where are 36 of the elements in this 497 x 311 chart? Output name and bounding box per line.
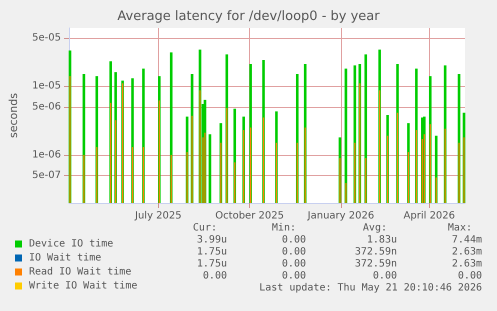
text: 0.00 bbox=[202, 270, 227, 282]
text: 0.00 bbox=[372, 270, 397, 282]
x-tick-label: July 2025 bbox=[134, 210, 182, 222]
y-tick-label: 5e-07 bbox=[32, 170, 61, 182]
y-axis-title: seconds bbox=[7, 92, 20, 138]
text: 372.59n bbox=[354, 258, 397, 270]
text: 0.00 bbox=[282, 234, 306, 246]
text: 2.63m bbox=[452, 258, 482, 270]
y-tick-label: 5e-05 bbox=[32, 32, 61, 44]
x-tick-label: October 2025 bbox=[215, 210, 284, 222]
text: Last update: Thu May 21 20:10:46 2026 bbox=[259, 282, 482, 294]
y-tick-label: 1e-06 bbox=[32, 149, 61, 160]
text: 1.75u bbox=[196, 258, 227, 270]
text: 2.63m bbox=[452, 246, 482, 258]
text: 7.44m bbox=[452, 234, 482, 246]
text: 0.00 bbox=[458, 270, 482, 282]
y-tick-label: 5e-06 bbox=[32, 101, 61, 112]
text: Max: bbox=[448, 222, 472, 234]
x-tick-label: April 2026 bbox=[404, 210, 456, 222]
text: 0.00 bbox=[282, 270, 306, 282]
chart-title: Average latency for /dev/loop0 - by year bbox=[117, 9, 380, 24]
text: Cur: bbox=[192, 222, 217, 234]
text: 0.00 bbox=[282, 258, 306, 270]
legend-label: Device IO time bbox=[29, 238, 114, 250]
text: Min: bbox=[272, 222, 296, 234]
text: Avg: bbox=[362, 222, 387, 234]
x-tick-label: January 2026 bbox=[306, 210, 374, 222]
text: 1.83u bbox=[366, 234, 397, 246]
text: 372.59n bbox=[354, 246, 397, 258]
legend-label: IO Wait time bbox=[29, 252, 102, 264]
legend-label: Read IO Wait time bbox=[29, 266, 132, 278]
y-tick-label: 1e-05 bbox=[32, 80, 61, 92]
text: 3.99u bbox=[196, 234, 227, 246]
text: 0.00 bbox=[282, 246, 306, 258]
text: 1.75u bbox=[196, 246, 227, 258]
legend-label: Write IO Wait time bbox=[29, 280, 138, 292]
